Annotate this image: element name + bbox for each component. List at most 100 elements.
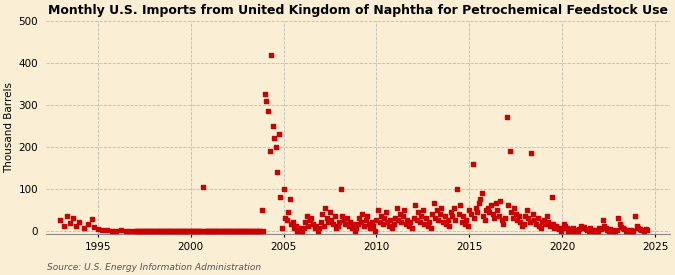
Point <box>630 214 641 218</box>
Point <box>560 224 571 229</box>
Point <box>194 229 205 233</box>
Point <box>594 226 605 231</box>
Point <box>461 218 472 222</box>
Point <box>628 229 639 233</box>
Point <box>145 229 156 233</box>
Point <box>236 229 247 233</box>
Point <box>552 226 563 231</box>
Point <box>459 222 470 227</box>
Point <box>294 226 304 231</box>
Point <box>191 229 202 233</box>
Point <box>284 197 295 201</box>
Point <box>569 227 580 232</box>
Point <box>279 216 290 220</box>
Point <box>149 229 160 233</box>
Point <box>101 228 112 232</box>
Point <box>70 223 81 228</box>
Point <box>557 226 568 231</box>
Point <box>402 218 413 222</box>
Point <box>537 220 547 224</box>
Point <box>520 214 531 218</box>
Point <box>489 216 500 220</box>
Point <box>365 226 376 231</box>
Point <box>142 229 153 233</box>
Point <box>218 229 229 233</box>
Point <box>413 210 424 214</box>
Point <box>374 220 385 224</box>
Point <box>314 226 325 231</box>
Point <box>290 224 301 229</box>
Point <box>424 220 435 224</box>
Point <box>356 220 367 224</box>
Point <box>478 214 489 218</box>
Point <box>444 224 455 229</box>
Point <box>484 210 495 214</box>
Point <box>337 214 348 218</box>
Point <box>233 229 244 233</box>
Point <box>360 218 371 222</box>
Point <box>515 220 526 224</box>
Point <box>587 227 597 232</box>
Point <box>193 229 204 233</box>
Point <box>641 227 651 232</box>
Point <box>303 224 314 229</box>
Point <box>619 227 630 232</box>
Point <box>281 218 292 222</box>
Point <box>369 229 380 233</box>
Point <box>351 226 362 231</box>
Point <box>599 224 610 229</box>
Point <box>298 226 309 231</box>
Point <box>270 145 281 149</box>
Point <box>329 214 340 218</box>
Point <box>178 229 188 233</box>
Point <box>204 229 215 233</box>
Point <box>411 218 422 222</box>
Point <box>146 229 157 233</box>
Point <box>400 222 411 227</box>
Point <box>125 229 136 233</box>
Point <box>512 218 522 222</box>
Point <box>435 212 446 216</box>
Point <box>304 218 315 222</box>
Point <box>61 214 72 218</box>
Point <box>433 218 443 222</box>
Point <box>588 229 599 233</box>
Point <box>602 227 613 232</box>
Point <box>317 212 327 216</box>
Point <box>246 229 256 233</box>
Point <box>267 124 278 128</box>
Point <box>556 229 566 233</box>
Point <box>216 229 227 233</box>
Point <box>421 216 431 220</box>
Point <box>354 216 364 220</box>
Point <box>286 222 297 227</box>
Point <box>180 229 191 233</box>
Point <box>516 224 527 229</box>
Point <box>295 229 306 233</box>
Point <box>427 212 437 216</box>
Point <box>547 222 558 227</box>
Point <box>565 227 576 232</box>
Point <box>156 229 167 233</box>
Point <box>408 216 419 220</box>
Point <box>373 207 383 212</box>
Point <box>235 229 246 233</box>
Point <box>308 222 319 227</box>
Point <box>301 214 312 218</box>
Point <box>58 224 69 229</box>
Point <box>300 220 310 224</box>
Point <box>545 224 556 229</box>
Point <box>611 227 622 232</box>
Point <box>134 229 145 233</box>
Point <box>154 229 165 233</box>
Point <box>526 151 537 155</box>
Point <box>328 222 339 227</box>
Title: Monthly U.S. Imports from United Kingdom of Naphtha for Petrochemical Feedstock : Monthly U.S. Imports from United Kingdom… <box>48 4 668 17</box>
Point <box>165 229 176 233</box>
Point <box>531 222 541 227</box>
Point <box>143 229 154 233</box>
Point <box>642 228 653 232</box>
Point <box>389 216 400 220</box>
Point <box>371 218 382 222</box>
Point <box>593 229 603 233</box>
